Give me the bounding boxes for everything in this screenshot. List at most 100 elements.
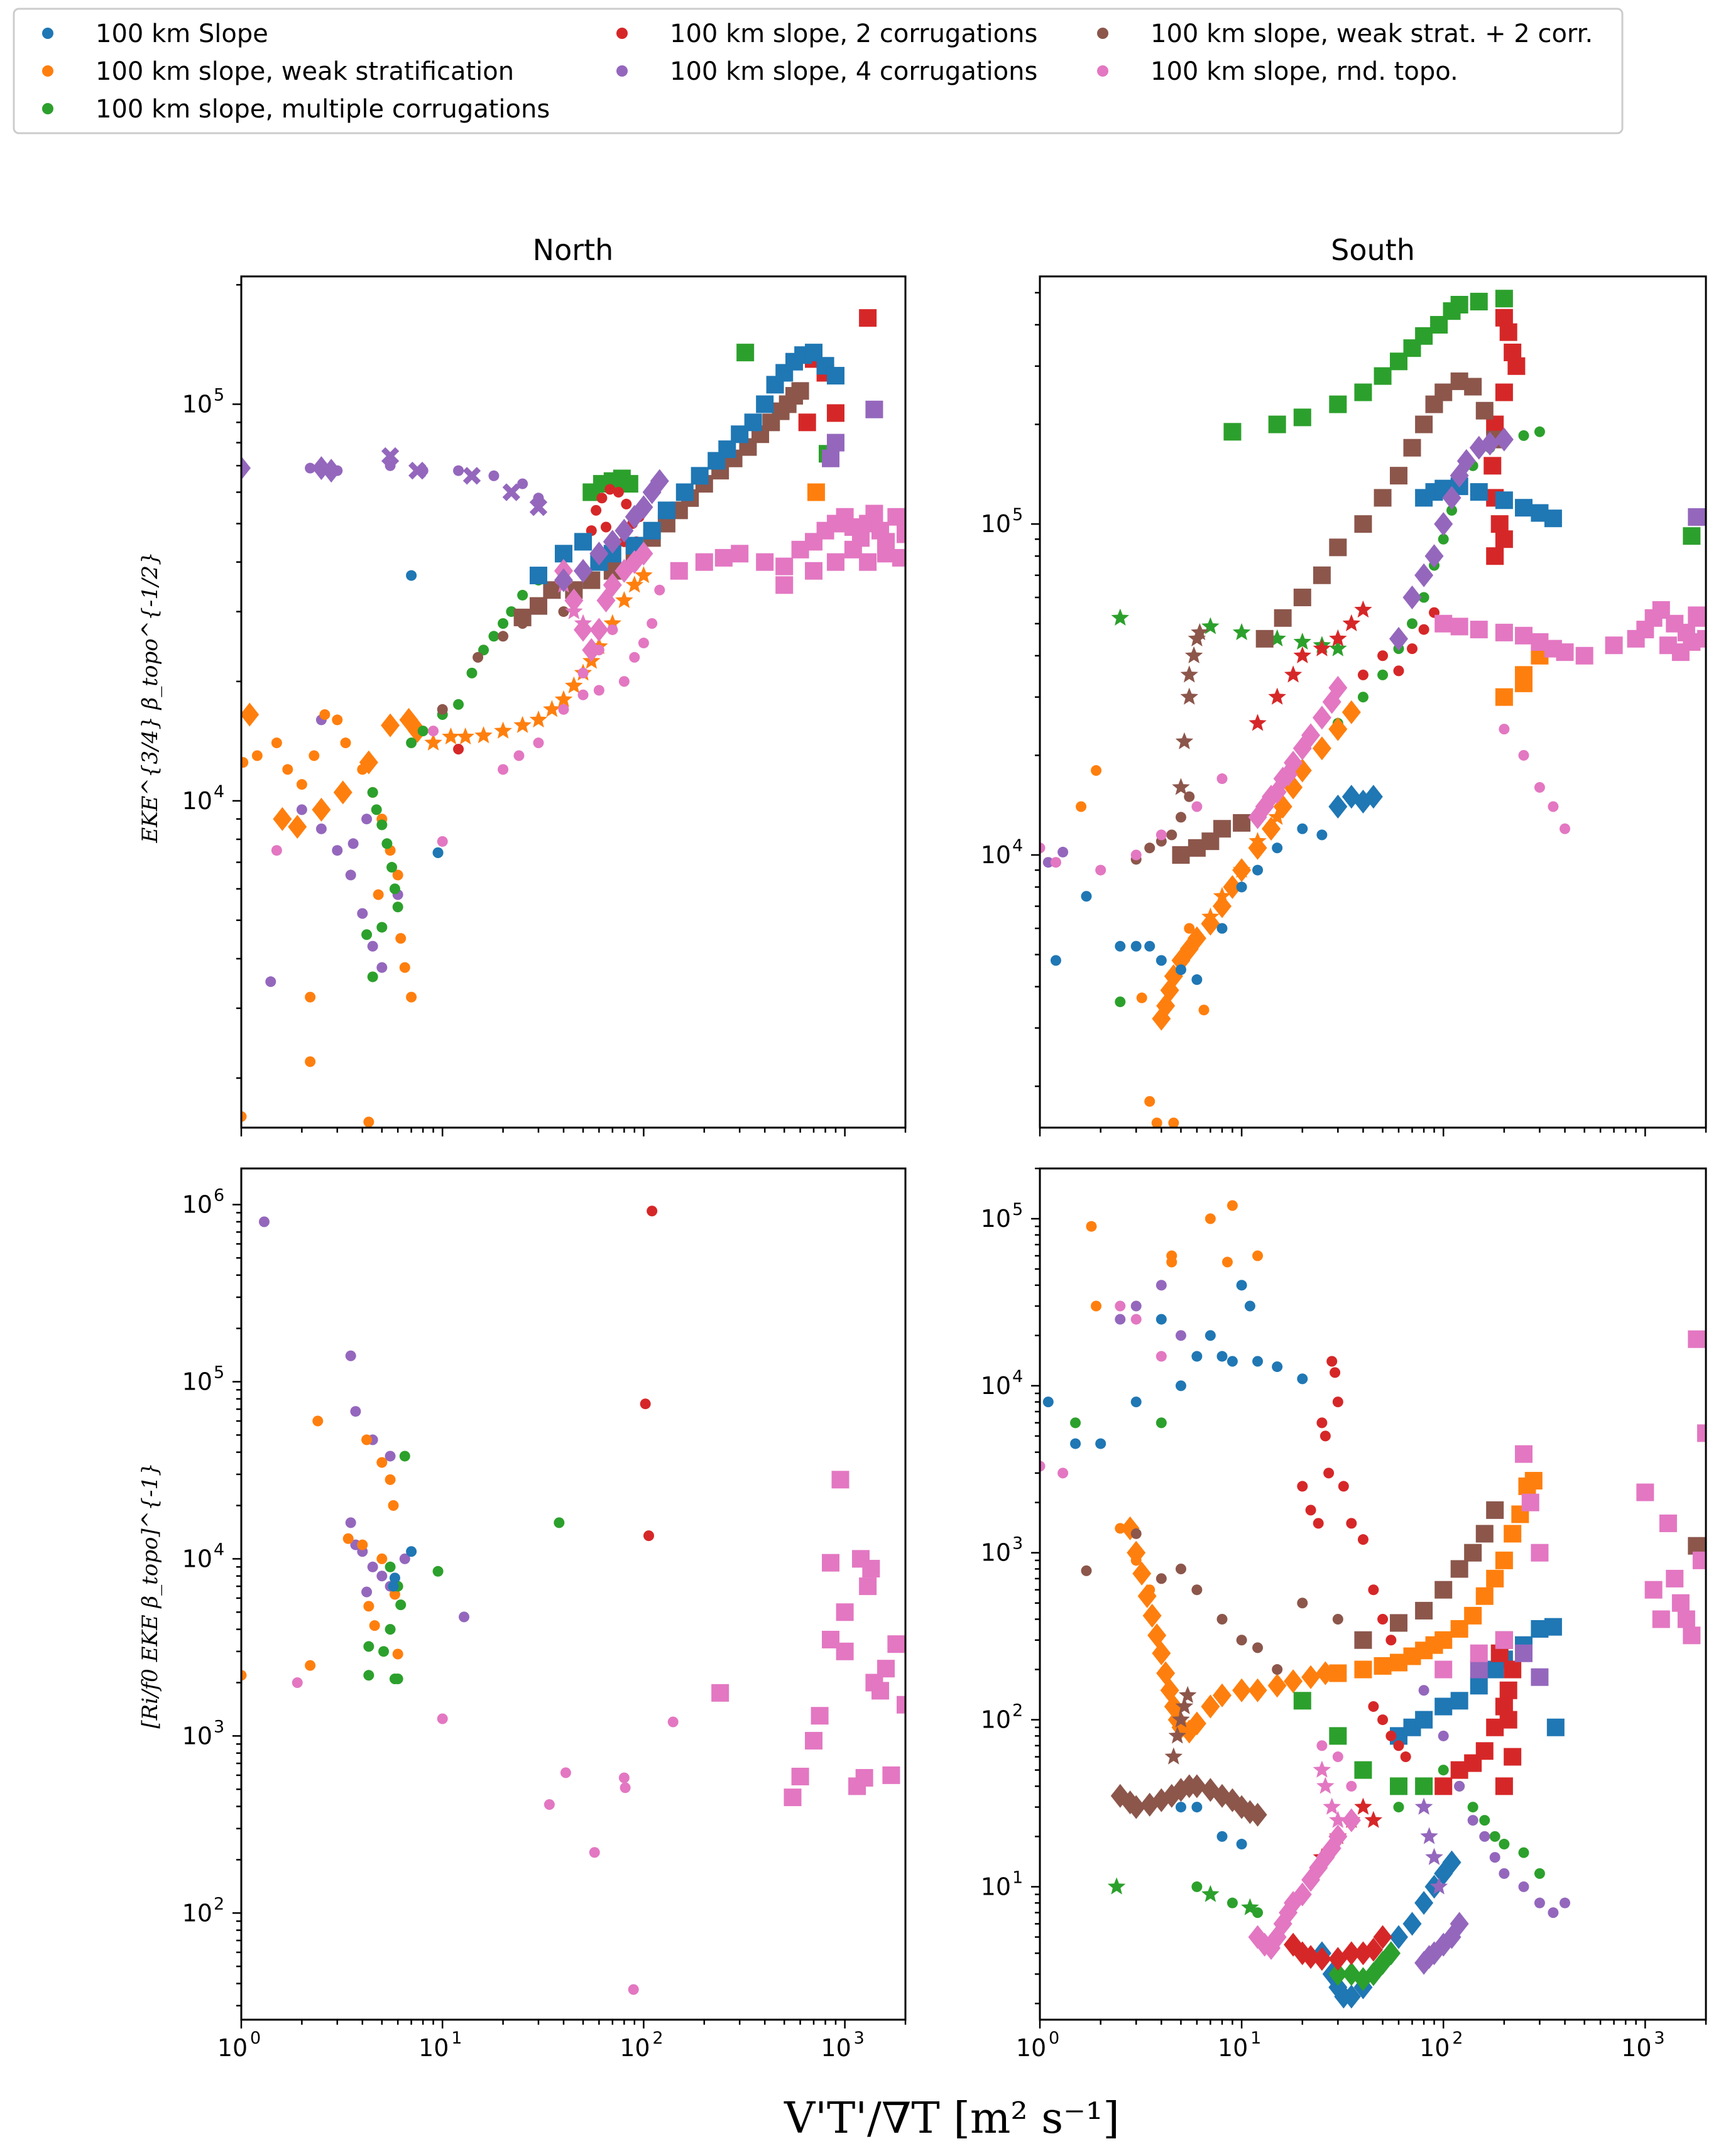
data-point-circle [406, 570, 417, 581]
data-point-square [784, 1788, 802, 1807]
data-point-star [635, 566, 653, 584]
data-point-square [1255, 629, 1274, 648]
data-point-diamond [1328, 717, 1348, 741]
data-point-square [1470, 293, 1488, 311]
data-point-circle [315, 823, 327, 834]
data-point-diamond [1127, 1540, 1146, 1565]
data-point-square [1524, 1472, 1543, 1490]
data-point-circle [1560, 823, 1571, 834]
data-point-circle [361, 1434, 373, 1446]
series-weak_strat [241, 1415, 403, 1681]
data-point-square [691, 467, 709, 485]
data-point-circle [371, 804, 382, 815]
x-tick-exponent: 1 [451, 2028, 462, 2048]
series-weak_strat [241, 702, 427, 839]
data-point-square [1692, 1551, 1706, 1569]
data-point-circle [1175, 1330, 1186, 1341]
data-point-square [1666, 1569, 1684, 1587]
data-point-circle [305, 991, 316, 1003]
data-point-square [756, 553, 774, 571]
data-point-circle [1227, 1356, 1238, 1367]
data-point-circle [1252, 1907, 1264, 1919]
data-point-diamond [1127, 1795, 1146, 1819]
data-point-circle [1050, 955, 1061, 966]
axes-frame [1039, 275, 1707, 1129]
legend-entry: 100 km slope, 2 corrugations [616, 19, 1037, 48]
data-point-square [775, 557, 794, 575]
legend-marker [616, 65, 628, 77]
legend-marker [1097, 65, 1108, 77]
data-point-x [408, 462, 427, 480]
data-point-square [1434, 1660, 1453, 1679]
data-point-circle [596, 493, 608, 504]
series-slope [406, 570, 444, 858]
data-point-circle [1221, 1256, 1233, 1268]
data-point-diamond [381, 713, 400, 738]
data-point-circle [332, 714, 343, 726]
x-tick-exponent: 1 [1250, 2028, 1261, 2048]
data-point-circle [533, 738, 544, 749]
data-point-square [831, 1471, 850, 1489]
data-point-star [1172, 1710, 1190, 1728]
data-point-square [1470, 621, 1488, 639]
data-point-circle [389, 1572, 400, 1584]
data-point-circle [1346, 1780, 1357, 1792]
legend: 100 km Slope 100 km slope, weak stratifi… [13, 8, 1624, 134]
data-point-x [529, 498, 548, 516]
series-rnd_topo [711, 1471, 905, 1807]
data-point-square [1293, 408, 1311, 427]
x-tick-exponent: 2 [1452, 2028, 1463, 2048]
data-point-circle [1534, 781, 1545, 793]
data-point-circle [1156, 955, 1167, 966]
data-point-square [1495, 491, 1513, 509]
data-point-diamond [1284, 751, 1303, 775]
data-point-circle [342, 1533, 354, 1544]
series-corr2 [1248, 600, 1372, 731]
data-point-circle [554, 1517, 565, 1528]
data-point-square [1475, 401, 1494, 420]
data-point-circle [459, 1611, 470, 1623]
data-point-circle [1216, 1351, 1228, 1362]
data-point-star [1213, 886, 1232, 904]
data-point-circle [1316, 1417, 1328, 1429]
data-point-square [1374, 1657, 1392, 1675]
data-point-square [1415, 1601, 1433, 1620]
data-point-circle [1081, 891, 1092, 902]
data-point-star [603, 614, 622, 631]
series-weak_strat [241, 709, 417, 1128]
data-point-circle [1518, 1881, 1529, 1892]
data-point-circle [604, 484, 616, 495]
y-tick-label: 10 [182, 1722, 212, 1750]
y-tick-label: 10 [182, 390, 212, 418]
data-point-circle [271, 738, 282, 749]
data-point-circle [1377, 1614, 1389, 1625]
data-point-circle [363, 1116, 374, 1128]
data-point-circle [1252, 1356, 1264, 1367]
data-point-circle [1042, 857, 1054, 868]
data-point-square [714, 548, 733, 567]
y-tick-exponent: 1 [1012, 1868, 1023, 1887]
data-point-star [1164, 1747, 1183, 1765]
panel-title-south: South [1331, 233, 1415, 267]
data-point-circle [292, 1677, 303, 1688]
data-point-star [565, 602, 583, 619]
data-point-square [1389, 1777, 1407, 1795]
data-point-circle [305, 1056, 316, 1067]
axes-frame [1039, 1167, 1707, 2021]
data-point-square [1515, 1644, 1533, 1662]
data-point-circle [1236, 1839, 1247, 1850]
data-point-square [1546, 1718, 1565, 1736]
data-point-circle [1205, 1330, 1216, 1341]
data-point-square [865, 504, 883, 523]
data-point-circle [1499, 724, 1510, 735]
data-point-circle [1144, 1096, 1156, 1107]
data-point-square [807, 483, 825, 501]
data-point-star [1323, 1797, 1341, 1815]
data-point-circle [332, 845, 343, 856]
data-point-star [1414, 1797, 1433, 1815]
data-point-star [1175, 732, 1194, 749]
series-slope [388, 1546, 417, 1592]
data-point-circle [305, 462, 316, 474]
data-point-circle [1357, 1534, 1369, 1545]
